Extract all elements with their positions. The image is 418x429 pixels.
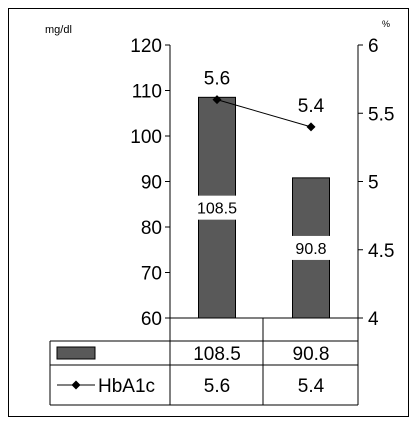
left-tick-label: 120 (130, 36, 162, 57)
bar-label-box (292, 235, 330, 260)
left-tick-label: 70 (141, 264, 162, 285)
line-series-path (216, 99, 312, 128)
line-data-label: 5.6 (204, 69, 230, 90)
line-point (306, 122, 316, 132)
bar-data-label: 108.5 (197, 201, 237, 218)
table-cell-value: 108.5 (193, 344, 241, 365)
line-point (212, 95, 222, 105)
left-tick-label: 60 (141, 309, 162, 330)
right-tick-label: 4.5 (368, 241, 394, 262)
right-tick-label: 4 (368, 309, 379, 330)
table-cell-value: 5.4 (298, 376, 325, 397)
bar-label-box (198, 195, 236, 220)
left-axis-unit: mg/dl (45, 24, 72, 36)
table-cell-value: 5.6 (204, 376, 230, 397)
legend-bar-swatch (56, 346, 96, 360)
right-tick-label: 5 (368, 173, 379, 194)
right-axis-unit: % (382, 19, 390, 29)
left-tick-label: 80 (141, 218, 162, 239)
left-tick-label: 110 (132, 82, 162, 103)
line-data-label: 5.4 (298, 96, 325, 117)
right-tick-label: 6 (368, 36, 379, 57)
legend-line-name: HbA1c (98, 376, 155, 397)
table-cell-value: 90.8 (293, 344, 330, 365)
bar-data-label: 90.8 (295, 241, 326, 258)
left-tick-label: 100 (130, 127, 162, 148)
left-tick-label: 90 (141, 173, 162, 194)
right-tick-label: 5.5 (368, 104, 394, 125)
plot-layer: mg/dl % 60 70 80 90 100 110 120 4 4.5 5 5.5 6 108.5 90.… (45, 19, 394, 405)
data-table: HbA1c 108.5 90.8 5.6 5.4 (49, 317, 358, 406)
legend-line-marker (71, 380, 81, 390)
